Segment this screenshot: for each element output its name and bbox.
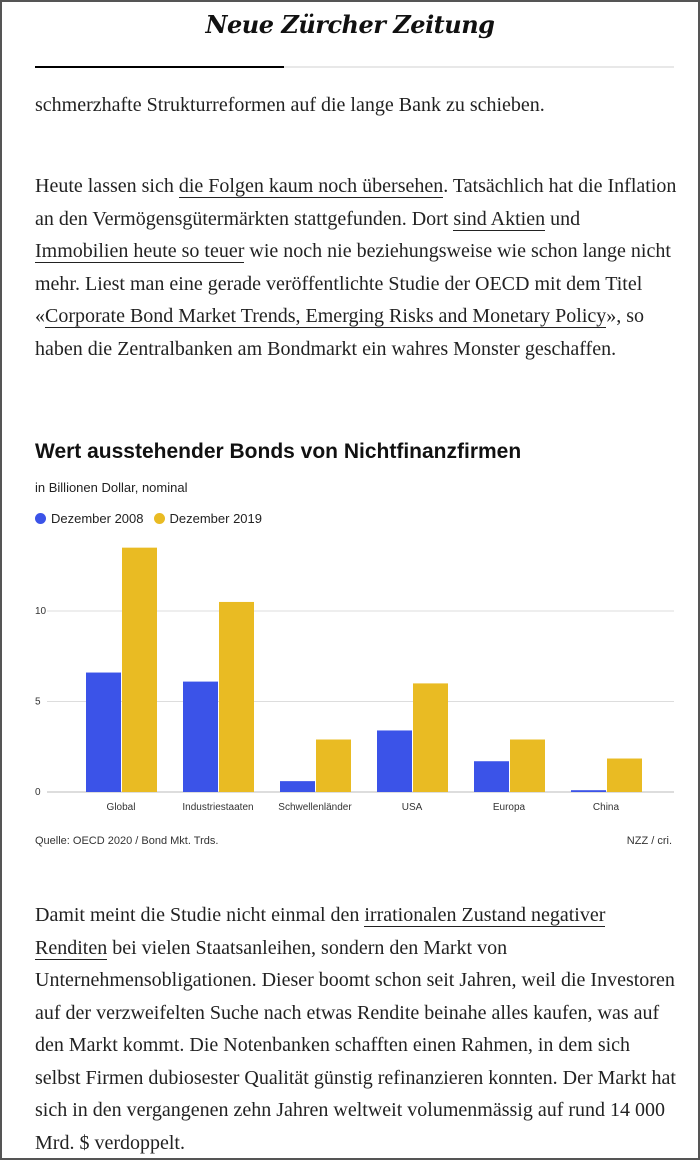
bar-2008-china <box>571 790 606 792</box>
legend-dot-icon <box>35 513 46 524</box>
article-text: wie noch nie beziehungsweise wie schon l… <box>35 240 671 327</box>
reading-progress-fill <box>35 66 285 68</box>
legend-item-2019: Dezember 2019 <box>153 511 263 526</box>
article-link[interactable]: irrationalen Zustand negativer Renditen <box>35 904 606 960</box>
bar-2019-china <box>607 758 642 792</box>
chart-legend: Dezember 2008 Dezember 2019 <box>35 511 262 526</box>
bar-2008-usa <box>377 730 412 792</box>
x-tick-label: Global <box>107 802 136 813</box>
chart-title: Wert ausstehender Bonds von Nichtfinanzf… <box>35 440 522 463</box>
article-text: und <box>545 207 581 230</box>
bar-2019-europa <box>510 739 545 792</box>
bar-2008-global <box>86 672 121 792</box>
article-text: . Tatsächlich hat die Inflation an den V… <box>35 175 677 230</box>
bar-2008-industriestaaten <box>183 681 218 792</box>
article-link[interactable]: Corporate Bond Market Trends, Emerging R… <box>45 305 607 328</box>
article-link[interactable]: sind Aktien <box>453 207 546 231</box>
bar-2019-global <box>122 547 157 792</box>
x-tick-label: Schwellenländer <box>278 802 352 813</box>
legend-label: Dezember 2008 <box>51 511 144 526</box>
legend-item-2008: Dezember 2008 <box>35 511 144 526</box>
y-tick-label: 0 <box>35 787 41 798</box>
article-paragraph: schmerzhafte Strukturreformen auf die la… <box>35 89 677 122</box>
chart-subtitle: in Billionen Dollar, nominal <box>35 480 188 495</box>
chart-credit: NZZ / cri. <box>626 835 672 847</box>
x-tick-label: Europa <box>493 802 526 813</box>
article-text: schmerzhafte Strukturreformen auf die la… <box>35 94 545 116</box>
chart-source: Quelle: OECD 2020 / Bond Mkt. Trds. <box>35 835 219 847</box>
bar-2019-usa <box>413 683 448 792</box>
article-paragraph: Damit meint die Studie nicht einmal den … <box>35 899 677 1159</box>
y-tick-label: 5 <box>35 697 41 708</box>
bar-chart: 0 5 10 Global Industriestaaten Schwellenlände… <box>35 547 674 813</box>
x-tick-label: USA <box>402 802 423 813</box>
article-paragraph: Heute lassen sich die Folgen kaum noch ü… <box>35 170 677 365</box>
bar-2019-schwellenländer <box>316 739 351 792</box>
reading-progress-bar <box>35 66 674 68</box>
legend-label: Dezember 2019 <box>169 511 263 526</box>
article-text: bei vielen Staatsanleihen, sondern den M… <box>35 936 676 1154</box>
article-text: », so haben die Zentralbanken am Bondmar… <box>35 305 645 360</box>
bar-2008-europa <box>474 761 509 792</box>
x-tick-label: China <box>593 802 620 813</box>
y-tick-label: 10 <box>35 606 47 617</box>
x-tick-label: Industriestaaten <box>182 802 253 813</box>
article-text: Heute lassen sich <box>35 175 179 197</box>
bar-2019-industriestaaten <box>219 601 254 792</box>
article-link[interactable]: die Folgen kaum noch übersehen <box>178 175 444 198</box>
bar-2008-schwellenländer <box>280 781 315 792</box>
article-text: Damit meint die Studie nicht einmal den <box>35 904 365 926</box>
legend-dot-icon <box>153 513 165 524</box>
article-link[interactable]: Immobilien heute so teuer <box>35 240 245 263</box>
nzz-logo[interactable]: Neue Zürcher Zeitung <box>205 10 495 39</box>
